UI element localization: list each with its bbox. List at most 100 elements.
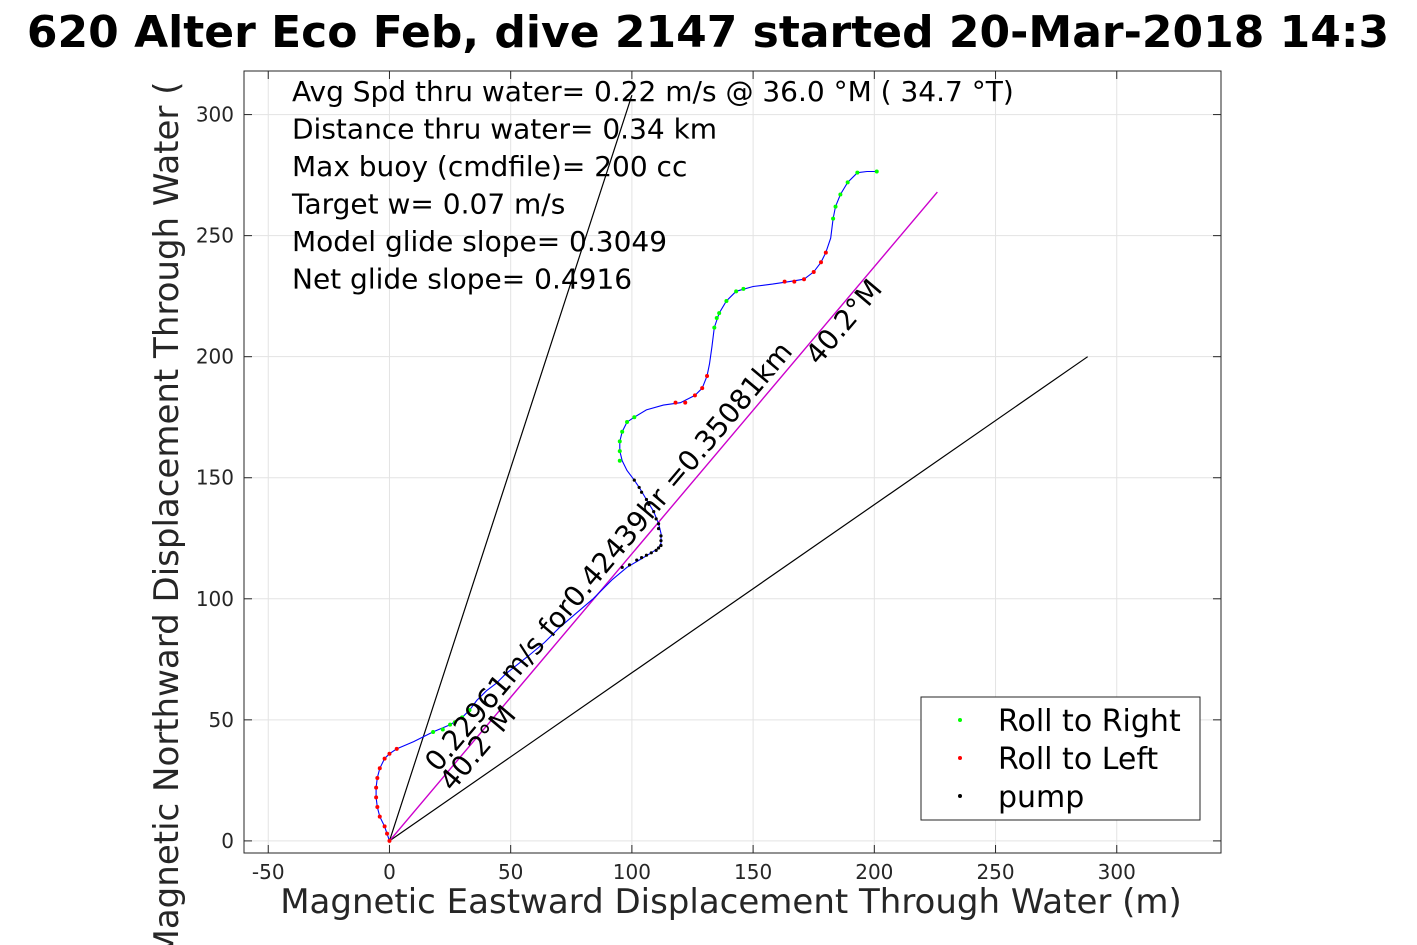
roll-right-point — [712, 325, 717, 330]
x-tick-label: 250 — [976, 860, 1014, 884]
roll-left-point — [705, 374, 710, 379]
y-tick-label: 200 — [196, 345, 234, 369]
roll-right-point — [632, 415, 637, 420]
pump-point — [652, 510, 656, 514]
legend-box — [920, 696, 1201, 821]
roll-right-point — [617, 439, 622, 444]
legend-marker — [958, 718, 962, 722]
y-tick-label: 250 — [196, 224, 234, 248]
roll-left-point — [375, 805, 380, 809]
y-tick-label: 300 — [196, 103, 234, 127]
roll-right-point — [714, 315, 719, 320]
chart-title: 620 Alter Eco Feb, dive 2147 started 20-… — [27, 7, 1389, 58]
roll-right-point — [452, 720, 457, 725]
y-tick-label: 0 — [221, 829, 234, 853]
roll-left-point — [377, 766, 382, 771]
pump-point — [639, 490, 644, 494]
heading-line — [388, 191, 938, 842]
roll-left-point — [374, 785, 379, 790]
markers — [374, 169, 879, 843]
stats-annotation: Avg Spd thru water= 0.22 m/s @ 36.0 °M (… — [292, 75, 1014, 108]
roll-right-point — [741, 286, 746, 291]
pump-point — [659, 543, 663, 548]
roll-right-point — [625, 420, 630, 425]
pump-point — [654, 517, 658, 521]
legend-marker — [958, 756, 962, 760]
roll-left-point — [692, 393, 697, 398]
roll-left-point — [811, 269, 816, 274]
x-axis-label: Magnetic Eastward Displacement Through W… — [280, 882, 1182, 922]
legend-label: Roll to Left — [998, 742, 1158, 777]
pump-point — [627, 563, 632, 567]
pump-point — [637, 485, 641, 490]
roll-left-point — [823, 250, 828, 255]
axes: -50 0 50 100 150 200 250 300 0 50 100 150 200 250 300 — [196, 70, 1222, 884]
roll-right-point — [874, 169, 879, 174]
pump-point — [656, 522, 661, 526]
pump-point — [654, 548, 658, 552]
x-tick-label: 150 — [734, 860, 772, 884]
pump-point — [647, 502, 651, 506]
pump-point — [620, 565, 624, 569]
roll-left-point — [818, 260, 823, 265]
x-tick-label: 300 — [1098, 860, 1136, 884]
pump-point — [644, 553, 649, 557]
roll-right-point — [617, 449, 622, 454]
roll-left-point — [377, 814, 382, 819]
pump-point — [639, 556, 644, 560]
roll-right-point — [717, 311, 722, 316]
x-tick-label: 100 — [613, 860, 651, 884]
x-tick-label: 200 — [855, 860, 893, 884]
pump-point — [656, 546, 661, 550]
y-tick-label: 150 — [196, 466, 234, 490]
stats-annotation: Distance thru water= 0.34 km — [292, 113, 717, 146]
roll-right-point — [617, 458, 622, 463]
roll-left-point — [382, 824, 387, 829]
roll-right-point — [831, 216, 836, 221]
roll-left-point — [700, 386, 705, 391]
roll-right-point — [467, 708, 472, 713]
roll-left-point — [385, 831, 390, 836]
reference-lines — [388, 95, 1089, 842]
roll-left-point — [374, 795, 379, 800]
x-tick-label: 50 — [498, 860, 523, 884]
roll-right-point — [845, 180, 850, 185]
plot-frame — [243, 70, 1222, 854]
roll-left-point — [802, 277, 807, 282]
roll-left-point — [673, 400, 678, 405]
stats-annotation: Net glide slope= 0.4916 — [292, 263, 632, 296]
pump-point — [635, 558, 639, 562]
legend-marker — [958, 794, 962, 798]
roll-left-point — [387, 838, 392, 843]
legend-label: pump — [998, 780, 1084, 815]
pump-point — [644, 497, 649, 502]
roll-left-point — [394, 746, 399, 751]
pump-point — [659, 534, 663, 538]
roll-right-point — [855, 170, 860, 175]
roll-right-point — [620, 429, 625, 434]
roll-left-point — [375, 775, 380, 780]
stats-annotation: Max buoy (cmdfile)= 200 cc — [292, 150, 687, 183]
roll-right-point — [833, 204, 838, 209]
stats-annotation: Model glide slope= 0.3049 — [292, 225, 667, 258]
y-tick-label: 100 — [196, 587, 234, 611]
roll-right-point — [448, 722, 453, 727]
glide-envelope-line — [389, 356, 1089, 842]
roll-right-point — [734, 289, 739, 294]
roll-left-point — [792, 279, 797, 284]
pump-point — [659, 539, 663, 543]
roll-left-point — [387, 751, 392, 756]
pump-point — [632, 478, 636, 482]
glide-envelope-line — [388, 95, 633, 842]
roll-right-point — [838, 192, 843, 197]
legend-label: Roll to Right — [998, 704, 1181, 739]
y-axis-label: Magnetic Northward Displacement Through … — [147, 82, 187, 945]
x-tick-label: -50 — [252, 860, 285, 884]
roll-left-point — [382, 756, 387, 761]
roll-right-point — [724, 299, 729, 303]
y-tick-label: 50 — [209, 708, 234, 732]
pump-point — [649, 551, 653, 555]
roll-right-point — [460, 715, 465, 720]
